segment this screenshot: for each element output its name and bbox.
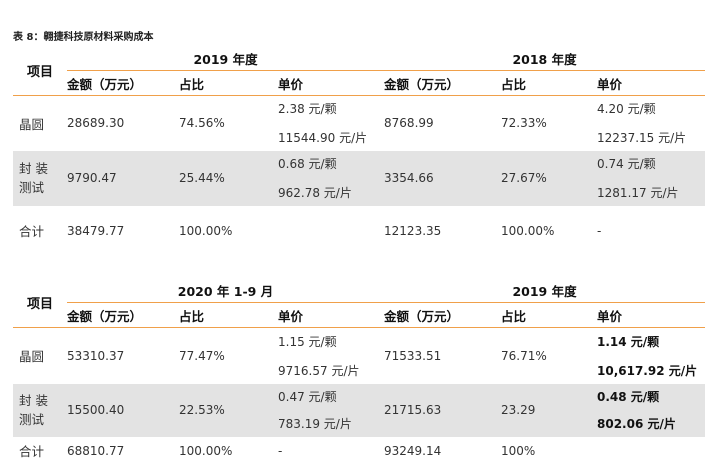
unit-price-cell: 1281.17 元/片 [597, 186, 679, 200]
ratio-cell: 100.00% [501, 223, 555, 238]
ratio-cell: 100% [501, 443, 536, 458]
ratio-cell: 22.53% [179, 383, 278, 437]
amount-cell: 12123.35 [384, 223, 442, 238]
unit-price-cell: 802.06 元/片 [597, 417, 676, 431]
amount-cell: 21715.63 [384, 383, 501, 437]
unit-price-cell: 0.47 元/颗 [278, 390, 337, 404]
unit-price-cell: 9716.57 元/片 [278, 363, 360, 378]
col-header-price: 单价 [278, 70, 385, 96]
unit-price-cell: - [278, 443, 283, 458]
col-header-price: 单价 [278, 302, 384, 328]
ratio-cell: 77.47% [179, 348, 225, 363]
table-row: 晶圆 53310.37 77.47% 1.15 元/颗 9716.57 元/片 … [13, 328, 705, 384]
unit-price-cell [278, 206, 384, 256]
ratio-cell: 76.71% [501, 348, 547, 363]
col-header-ratio: 占比 [179, 70, 278, 96]
col-header-amount: 金额（万元） [67, 302, 179, 328]
table-row: 合计 68810.77 100.00% - 93249.14 100% [13, 437, 705, 465]
col-header-ratio: 占比 [501, 302, 597, 328]
amount-cell: 53310.37 [67, 348, 125, 363]
amount-cell: 71533.51 [384, 348, 442, 363]
ratio-cell: 25.44% [179, 150, 278, 206]
ratio-cell: 72.33% [501, 116, 547, 131]
col-header-price: 单价 [597, 302, 705, 328]
amount-cell: 8768.99 [384, 116, 434, 131]
item-header: 项目 [13, 46, 67, 96]
table-row: 封 装 测试 15500.40 22.53% 0.47 元/颗 783.19 元… [13, 383, 705, 437]
unit-price-cell: 12237.15 元/片 [597, 131, 687, 146]
col-header-price: 单价 [597, 70, 705, 96]
group-header-left: 2019 年度 [67, 46, 385, 71]
unit-price-cell: 783.19 元/片 [278, 417, 352, 431]
col-header-ratio: 占比 [501, 70, 598, 96]
table-row: 封 装 测试 9790.47 25.44% 0.68 元/颗 962.78 元/… [13, 150, 705, 206]
group-header-right: 2018 年度 [384, 46, 705, 71]
unit-price-cell: 0.68 元/颗 [278, 157, 337, 171]
unit-price-cell: 1.15 元/颗 [278, 334, 337, 349]
table-caption: 表 8：翱捷科技原材料采购成本 [13, 32, 154, 43]
ratio-cell: 27.67% [501, 150, 598, 206]
unit-price-cell [597, 437, 705, 465]
row-label: 合计 [19, 224, 45, 239]
group-header-left: 2020 年 1-9 月 [67, 278, 384, 303]
col-header-ratio: 占比 [179, 302, 278, 328]
row-label: 合计 [19, 444, 45, 459]
group-header-right: 2019 年度 [384, 278, 705, 303]
amount-cell: 38479.77 [67, 223, 125, 238]
ratio-cell: 100.00% [179, 223, 233, 238]
amount-cell: 28689.30 [67, 116, 125, 131]
item-header: 项目 [13, 278, 67, 328]
col-header-amount: 金额（万元） [384, 70, 502, 96]
amount-cell: 9790.47 [67, 150, 179, 206]
ratio-cell: 100.00% [179, 443, 233, 458]
amount-cell: 3354.66 [384, 150, 502, 206]
ratio-cell: 74.56% [179, 116, 225, 131]
row-label: 晶圆 [19, 349, 45, 365]
amount-cell: 15500.40 [67, 383, 179, 437]
unit-price-cell: 1.14 元/颗 [597, 334, 660, 349]
ratio-cell: 23.29 [501, 383, 597, 437]
unit-price-cell: 10,617.92 元/片 [597, 363, 698, 378]
table-row: 合计 38479.77 100.00% 12123.35 100.00% - [13, 206, 705, 256]
unit-price-cell: 2.38 元/颗 [278, 102, 337, 117]
row-label: 封 装 测试 [13, 383, 67, 437]
table-row: 晶圆 28689.30 74.56% 2.38 元/颗 11544.90 元/片… [13, 96, 705, 151]
unit-price-cell: - [597, 223, 602, 238]
col-header-amount: 金额（万元） [384, 302, 501, 328]
unit-price-cell: 962.78 元/片 [278, 186, 352, 200]
unit-price-cell: 4.20 元/颗 [597, 102, 656, 117]
unit-price-cell: 0.74 元/颗 [597, 157, 656, 171]
cost-table-2020-2019: 项目 2020 年 1-9 月 2019 年度 金额（万元） 占比 单价 金额（… [13, 278, 705, 465]
row-label: 封 装 测试 [13, 150, 67, 206]
unit-price-cell: 11544.90 元/片 [278, 131, 368, 146]
col-header-amount: 金额（万元） [67, 70, 179, 96]
cost-table-2019-2018: 项目 2019 年度 2018 年度 金额（万元） 占比 单价 金额（万元） 占… [13, 46, 705, 256]
unit-price-cell: 0.48 元/颗 [597, 390, 660, 404]
row-label: 晶圆 [19, 116, 45, 132]
amount-cell: 93249.14 [384, 443, 442, 458]
amount-cell: 68810.77 [67, 443, 125, 458]
